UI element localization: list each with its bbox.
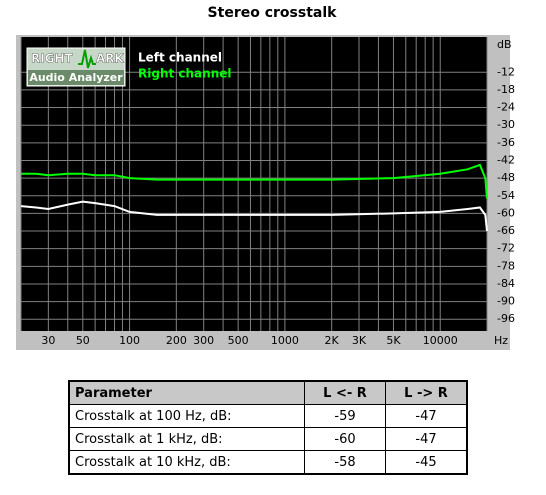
y-tick-label: -90 [497, 295, 515, 308]
y-tick-label: -84 [497, 277, 515, 290]
y-tick-label: -54 [497, 189, 515, 202]
row: Crosstalk at 10 kHz, dB: -58 -45 [68, 450, 468, 475]
y-tick-label: -18 [497, 83, 515, 96]
results-table: Parameter L <- R L -> R Crosstalk at 100… [68, 380, 468, 475]
y-tick-label: -24 [497, 101, 515, 114]
y-tick-label: -78 [497, 259, 515, 272]
cell: -60 [304, 427, 386, 451]
series-line [21, 163, 488, 199]
legend-label: Left channel [138, 51, 222, 65]
row: Crosstalk at 1 kHz, dB: -60 -47 [68, 427, 468, 451]
logo-text: RIGHT [31, 52, 74, 66]
cell: -45 [385, 450, 468, 475]
series-line [20, 200, 488, 232]
chart-title: Stereo crosstalk [208, 5, 338, 21]
y-tick-label: -96 [497, 312, 515, 325]
cell: Crosstalk at 10 kHz, dB: [68, 450, 305, 475]
x-tick-label: 300 [193, 334, 214, 347]
x-tick-label: 5K [386, 334, 401, 347]
x-tick-label: 100 [119, 334, 140, 347]
x-tick-label: 30 [41, 334, 55, 347]
row: Crosstalk at 100 Hz, dB: -59 -47 [68, 404, 468, 428]
legend-label: Right channel [138, 67, 232, 81]
cell: -59 [304, 404, 386, 428]
chart: Stereo crosstalk RIGHT ARK Audio Analyze… [16, 5, 515, 350]
logo-wave [78, 49, 96, 69]
header-row: Parameter L <- R L -> R [68, 380, 468, 405]
y-tick-label: -72 [497, 242, 515, 255]
cell: Crosstalk at 1 kHz, dB: [68, 427, 305, 451]
y-tick-label: -42 [497, 153, 515, 166]
logo-text: Audio Analyzer [29, 71, 123, 84]
y-tick-label: -36 [497, 136, 515, 149]
header-cell: L <- R [304, 380, 386, 405]
header-cell: L -> R [385, 380, 468, 405]
y-tick-label: -48 [497, 171, 515, 184]
x-tick-label: 500 [228, 334, 249, 347]
y-tick-label: -30 [497, 118, 515, 131]
x-tick-label: 10000 [423, 334, 458, 347]
y-unit: dB [497, 38, 512, 51]
y-tick-label: -60 [497, 206, 515, 219]
y-tick-label: -66 [497, 224, 515, 237]
y-tick-label: -12 [497, 65, 515, 78]
x-tick-label: 1000 [271, 334, 299, 347]
x-tick-label: 3K [352, 334, 367, 347]
header-cell: Parameter [68, 380, 305, 405]
x-unit: Hz [494, 334, 508, 347]
logo-band [28, 70, 124, 85]
x-tick-label: 200 [166, 334, 187, 347]
x-tick-label: 50 [76, 334, 90, 347]
cell: Crosstalk at 100 Hz, dB: [68, 404, 305, 428]
x-tick-label: 2K [325, 334, 340, 347]
cell: -58 [304, 450, 386, 475]
cell: -47 [385, 427, 468, 451]
logo-text: ARK [96, 52, 125, 66]
cell: -47 [385, 404, 468, 428]
